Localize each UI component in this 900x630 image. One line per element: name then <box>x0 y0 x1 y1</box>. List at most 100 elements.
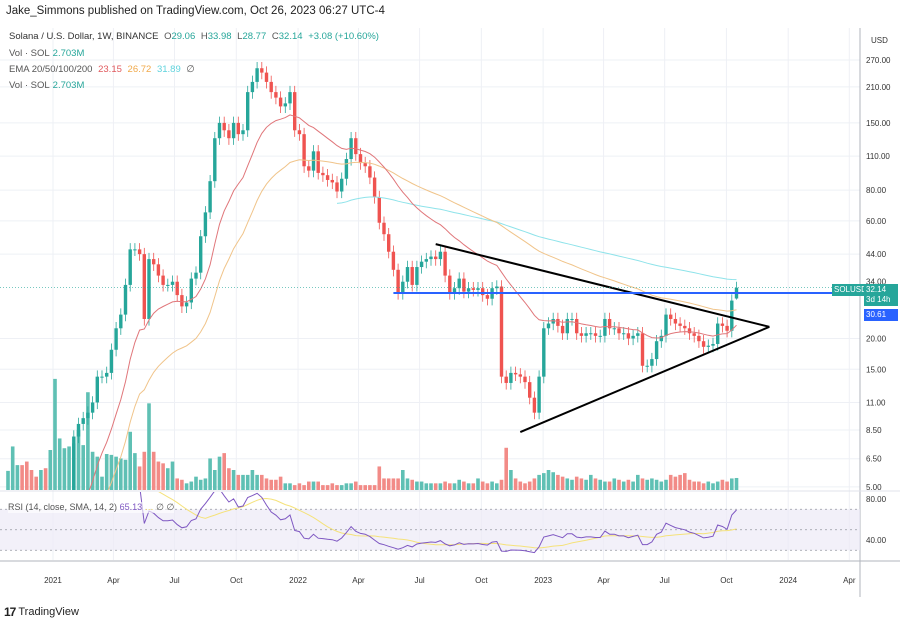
ema-legend[interactable]: EMA 20/50/100/200 23.15 26.72 31.89 ∅ <box>9 64 198 75</box>
price-tick-label: 8.50 <box>866 426 882 435</box>
volume-bar <box>683 473 687 490</box>
candle-body <box>481 288 485 296</box>
last-price: 32.14 <box>866 285 887 294</box>
volume-bar <box>297 483 302 490</box>
currency-unit[interactable]: USD <box>871 36 888 45</box>
candle <box>466 281 471 299</box>
candle <box>457 272 461 295</box>
price-tick-label: 60.00 <box>866 217 887 226</box>
candle <box>603 312 607 343</box>
volume-bar <box>636 474 640 490</box>
volume-legend[interactable]: Vol · SOL 2.703M <box>9 48 87 59</box>
candle-body <box>189 278 193 303</box>
candle <box>194 266 198 286</box>
volume-bar <box>335 485 339 490</box>
volume-bar <box>405 478 410 490</box>
trendline <box>519 325 770 433</box>
volume-bar <box>175 478 179 490</box>
volume-bar <box>203 478 208 490</box>
volume-bar <box>255 474 259 490</box>
volume-bars <box>6 378 739 490</box>
candle-body <box>227 130 231 139</box>
candle <box>161 269 165 292</box>
volume-bar <box>730 478 734 490</box>
candle <box>340 172 344 199</box>
volume-bar <box>673 476 678 490</box>
candle <box>203 206 208 243</box>
volume-bar <box>715 481 720 490</box>
candle-body <box>415 267 419 285</box>
volume-bar <box>67 446 71 490</box>
candle <box>678 317 682 333</box>
candle-body <box>90 402 95 413</box>
candle-body <box>354 138 358 155</box>
tradingview-logo[interactable]: 17 TradingView <box>4 605 79 619</box>
candle-body <box>175 281 179 296</box>
candle <box>105 366 109 384</box>
candle-body <box>523 376 527 383</box>
candle <box>687 322 692 340</box>
volume-bar <box>499 479 504 490</box>
price-tick-label: 110.00 <box>866 152 890 161</box>
rsi-legend[interactable]: RSI (14, close, SMA, 14, 2) 65.13 … ∅ ∅ <box>8 502 175 513</box>
price-tick-label: 150.00 <box>866 119 891 128</box>
volume-bar <box>62 448 67 490</box>
candle <box>6 584 9 600</box>
volume-bar <box>701 483 706 490</box>
candle <box>250 75 255 99</box>
volume-bar <box>593 478 598 490</box>
rsi-label: RSI (14, close, SMA, 14, 2) <box>8 502 118 512</box>
candle-body <box>222 122 226 131</box>
candle <box>363 156 367 173</box>
candle-body <box>217 122 222 139</box>
candle-body <box>720 323 725 326</box>
candle <box>654 334 659 366</box>
candle-body <box>711 343 715 346</box>
high-label: H <box>200 31 208 42</box>
symbol-name[interactable]: Solana / U.S. Dollar, 1W, BINANCE <box>9 31 159 42</box>
time-tick-label: Apr <box>843 576 856 585</box>
candle-body <box>462 278 466 292</box>
candle <box>391 245 396 277</box>
candle-body <box>716 323 720 344</box>
candle <box>311 145 316 178</box>
time-tick-label: Apr <box>352 576 365 585</box>
volume-bar <box>189 481 194 490</box>
candle <box>593 327 598 343</box>
volume-legend-2[interactable]: Vol · SOL 2.703M <box>9 80 87 91</box>
candle-body <box>391 251 396 270</box>
candle <box>438 245 443 266</box>
time-tick-label: 2023 <box>534 576 552 585</box>
candle <box>410 260 414 292</box>
candle-body <box>246 92 250 131</box>
candle-body <box>307 166 311 171</box>
candle <box>321 166 325 182</box>
rsi-tick-label: 40.00 <box>866 536 887 545</box>
candle <box>631 329 635 346</box>
volume-bar <box>213 470 217 490</box>
candle <box>81 411 85 431</box>
candle-body <box>81 418 85 424</box>
candle <box>133 243 137 256</box>
volume-bar <box>410 479 414 490</box>
volume-bar <box>527 481 532 490</box>
price-tick-label: 210.00 <box>866 83 891 92</box>
candle-body <box>452 288 457 293</box>
candle-body <box>537 376 541 413</box>
candle <box>734 281 739 300</box>
candle <box>260 62 264 80</box>
candle-body <box>687 328 692 334</box>
candle <box>584 327 588 343</box>
candle-body <box>114 328 118 350</box>
candle-body <box>617 328 621 334</box>
volume-bar <box>43 468 48 490</box>
price-tick-label: 11.00 <box>866 398 886 407</box>
candle-body <box>311 151 316 171</box>
volume-bar <box>513 478 518 490</box>
candle <box>462 272 466 299</box>
candle-body <box>448 275 452 293</box>
volume-bar <box>222 453 226 490</box>
volume-bar <box>161 463 165 490</box>
candle-body <box>260 68 264 73</box>
